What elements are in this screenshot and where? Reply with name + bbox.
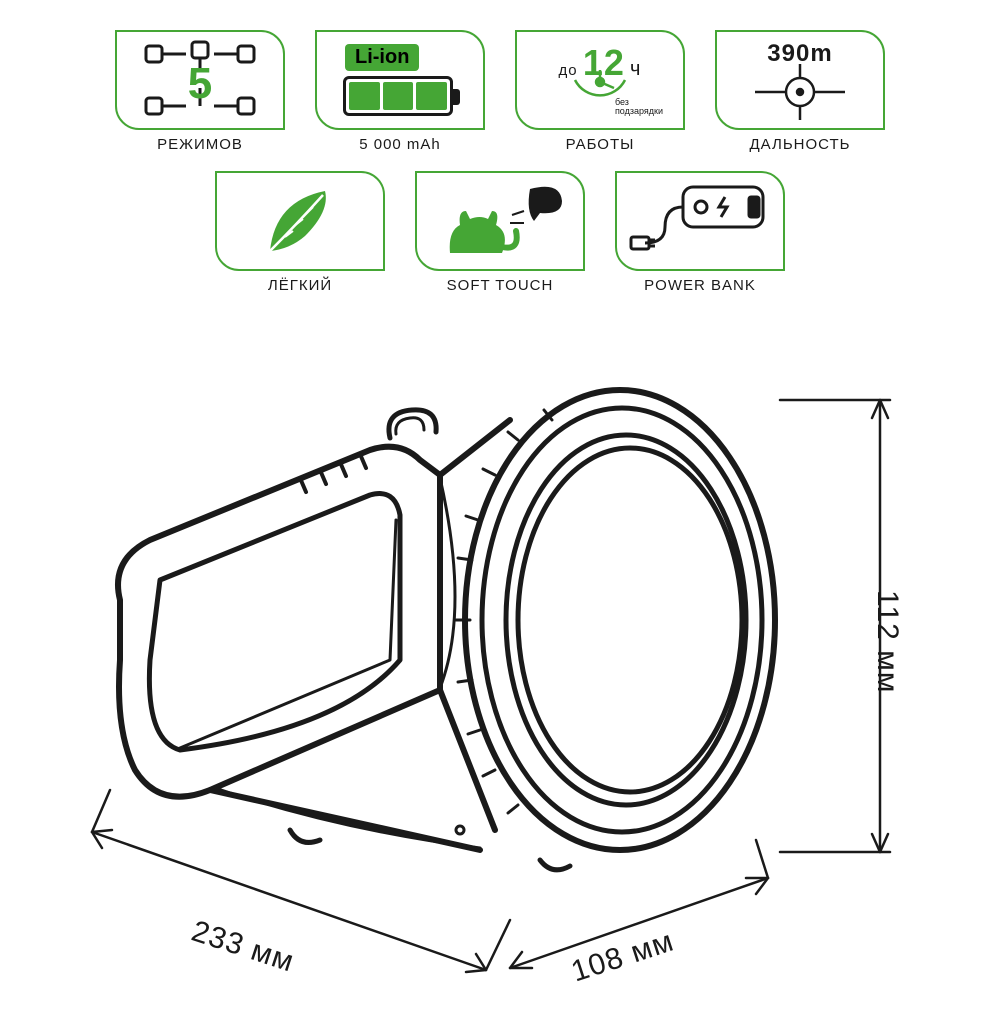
badge-modes: 5 РЕЖИМОВ xyxy=(115,30,285,153)
battery-icon xyxy=(343,76,453,116)
softtouch-icon xyxy=(430,181,570,261)
badge-range: 390m ДАЛЬНОСТЬ xyxy=(715,30,885,153)
badge-row-1: 5 РЕЖИМОВ Li-ion 5 000 mAh до 12 ч xyxy=(0,30,1000,153)
battery-label: 5 000 mAh xyxy=(315,136,485,153)
dim-height: 112 мм xyxy=(870,590,904,693)
runtime-label: РАБОТЫ xyxy=(515,136,685,153)
li-ion-chip: Li-ion xyxy=(345,44,419,71)
badge-softtouch: SOFT TOUCH xyxy=(415,171,585,294)
runtime-sub: без подзарядки xyxy=(615,98,663,116)
product-diagram: 112 мм 233 мм 108 мм xyxy=(40,360,960,1000)
range-label: ДАЛЬНОСТЬ xyxy=(715,136,885,153)
badge-runtime: до 12 ч без подзарядки РАБОТЫ xyxy=(515,30,685,153)
feather-icon xyxy=(255,181,345,261)
modes-value: 5 xyxy=(188,59,212,108)
powerbank-icon xyxy=(625,181,775,261)
softtouch-label: SOFT TOUCH xyxy=(415,277,585,294)
crosshair-icon xyxy=(745,62,855,122)
modes-icon: 5 xyxy=(140,40,260,120)
badge-row-2: ЛЁГКИЙ SOFT TOUCH xyxy=(0,171,1000,294)
badge-powerbank: POWER BANK xyxy=(615,171,785,294)
powerbank-label: POWER BANK xyxy=(615,277,785,294)
modes-label: РЕЖИМОВ xyxy=(115,136,285,153)
badge-battery: Li-ion 5 000 mAh xyxy=(315,30,485,153)
light-label: ЛЁГКИЙ xyxy=(215,277,385,294)
badge-light: ЛЁГКИЙ xyxy=(215,171,385,294)
